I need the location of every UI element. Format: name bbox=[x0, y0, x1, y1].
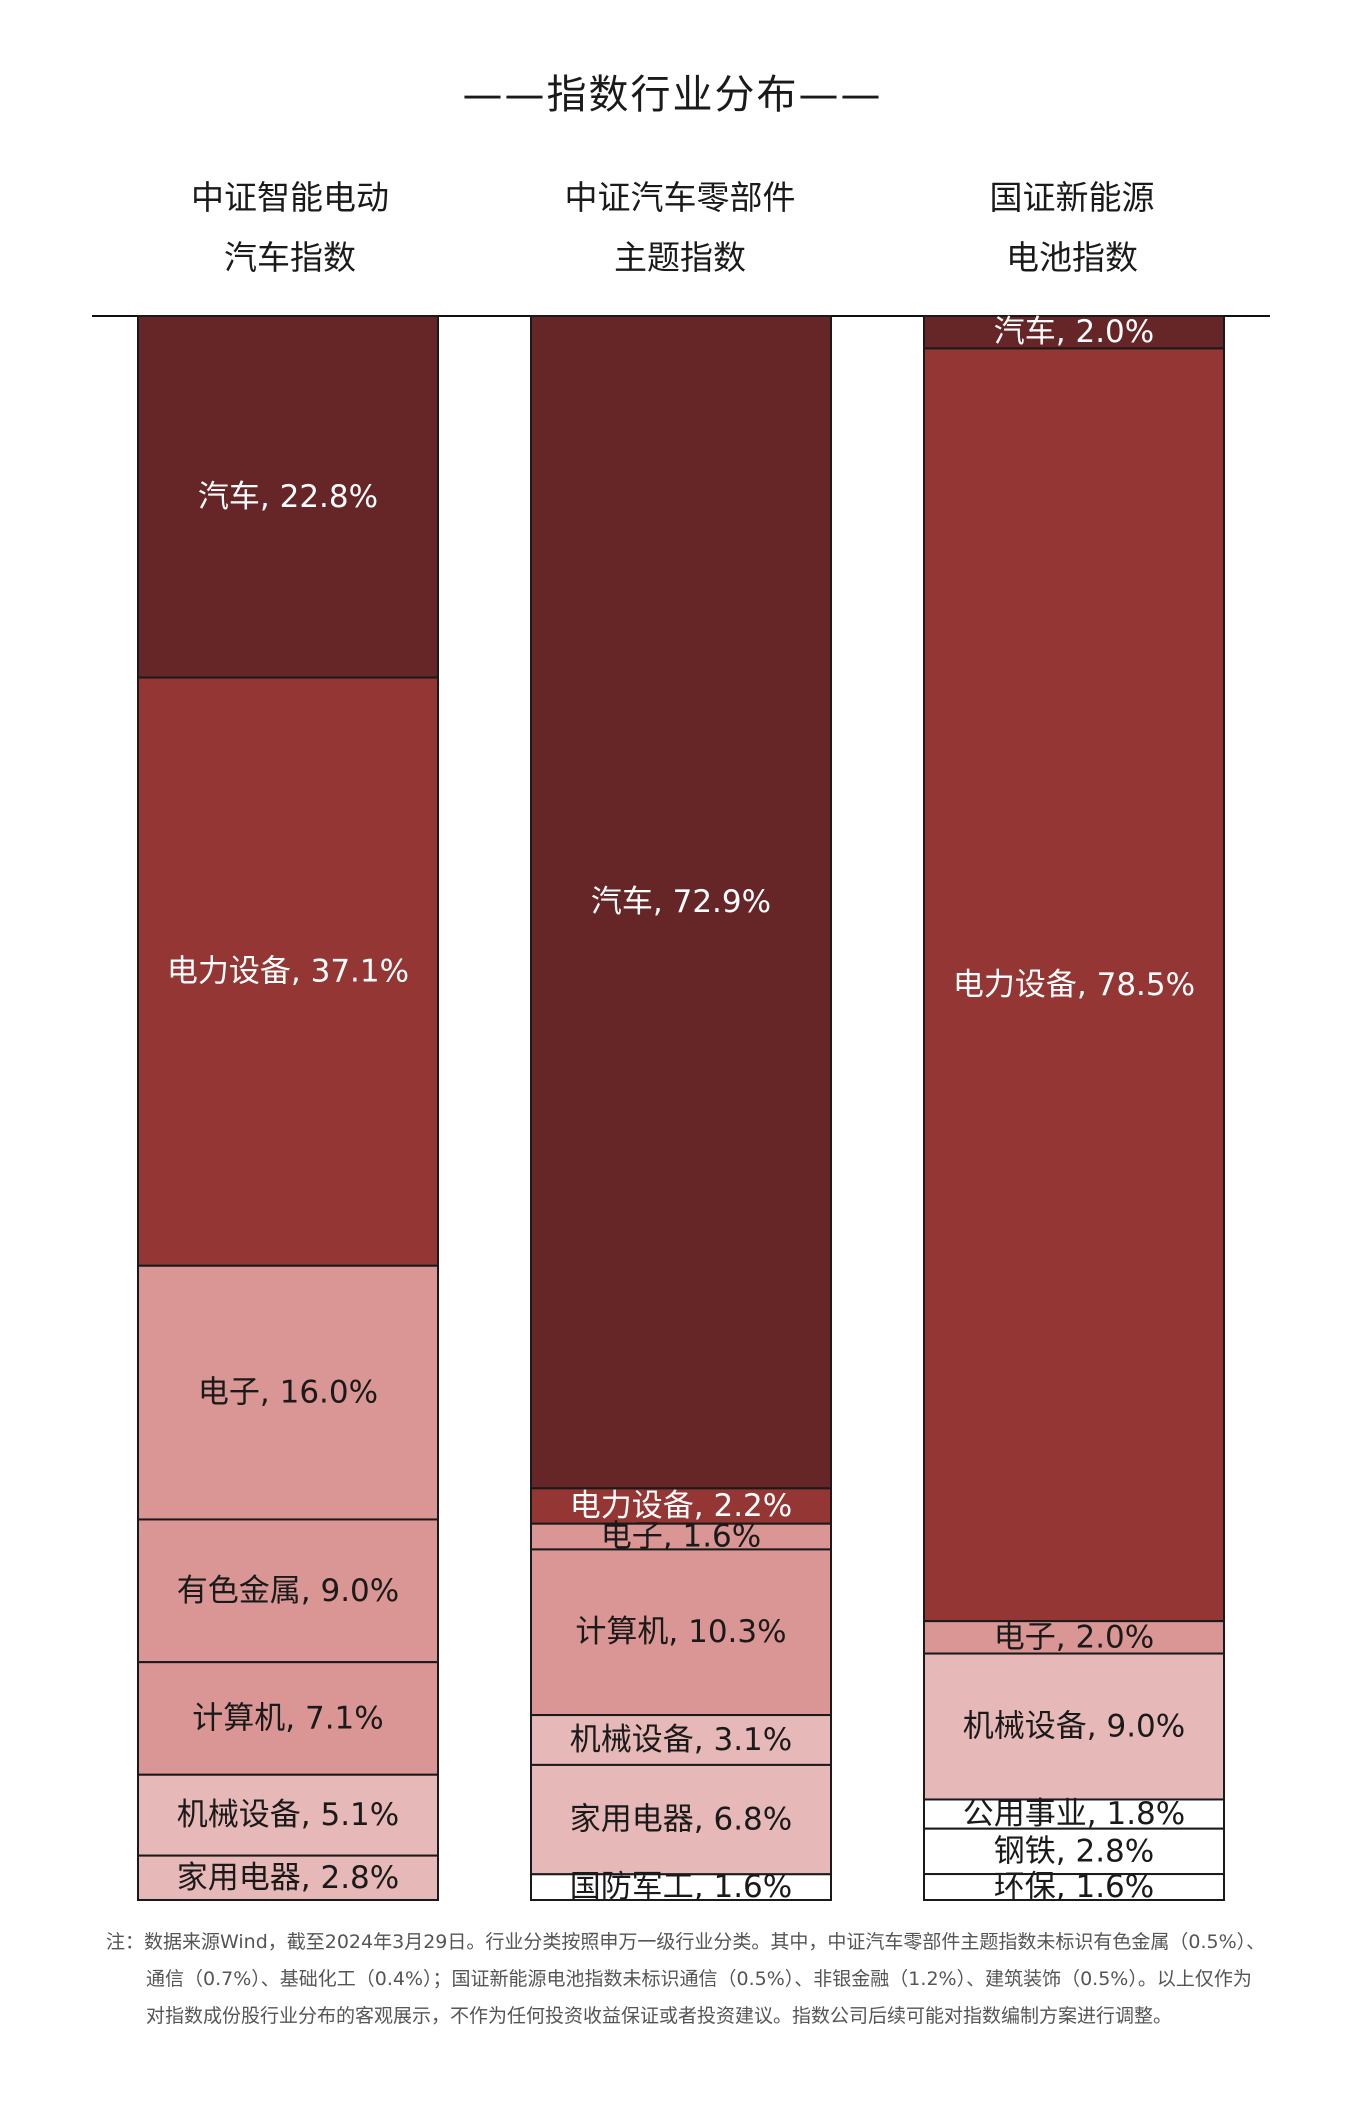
chart-title: ——指数行业分布—— bbox=[462, 72, 883, 118]
bar-1-segment-5 bbox=[137, 1661, 439, 1776]
bar-2-segment-2 bbox=[530, 1487, 832, 1525]
column-header-1-line2: 汽车指数 bbox=[224, 238, 356, 277]
bar-3-segment-7 bbox=[923, 1873, 1225, 1901]
bar-3-segment-4 bbox=[923, 1652, 1225, 1801]
bar-3-segment-5 bbox=[923, 1798, 1225, 1830]
column-header-2-line2: 主题指数 bbox=[614, 238, 746, 277]
bar-2-label-1: 汽车, 72.9% bbox=[591, 884, 771, 920]
bar-3-label-7: 环保, 1.6% bbox=[994, 1869, 1154, 1905]
bar-3-label-5: 公用事业, 1.8% bbox=[963, 1796, 1185, 1832]
bar-3-segment-3 bbox=[923, 1620, 1225, 1655]
bar-2-segment-5 bbox=[530, 1714, 832, 1766]
bar-3-segment-6 bbox=[923, 1827, 1225, 1876]
bar-1-label-7: 家用电器, 2.8% bbox=[177, 1860, 399, 1896]
column-header-1-line1: 中证智能电动 bbox=[191, 178, 389, 217]
bar-2-label-7: 国防军工, 1.6% bbox=[570, 1869, 792, 1905]
bar-1-segment-7 bbox=[137, 1854, 439, 1902]
bar-2-segment-1 bbox=[530, 315, 832, 1490]
footnote-text: 注：数据来源Wind，截至2024年3月29日。行业分类按照申万一级行业分类。其… bbox=[106, 1931, 1266, 2027]
column-header-2-line1: 中证汽车零部件 bbox=[564, 178, 796, 217]
bar-3-label-2: 电力设备, 78.5% bbox=[953, 967, 1195, 1003]
bar-2-label-6: 家用电器, 6.8% bbox=[570, 1802, 792, 1838]
column-header-3-line2: 电池指数 bbox=[1006, 238, 1138, 277]
bar-1-segment-4 bbox=[137, 1518, 439, 1664]
bar-3-label-4: 机械设备, 9.0% bbox=[963, 1709, 1185, 1745]
bar-1-label-4: 有色金属, 9.0% bbox=[177, 1573, 399, 1609]
bar-1-label-1: 汽车, 22.8% bbox=[198, 479, 378, 515]
column-header-3-line1: 国证新能源 bbox=[989, 178, 1155, 217]
bar-1-label-5: 计算机, 7.1% bbox=[192, 1700, 383, 1736]
bar-3-segment-1 bbox=[923, 315, 1225, 350]
bar-2-label-2: 电力设备, 2.2% bbox=[570, 1488, 792, 1524]
column-header-1: 中证智能电动 汽车指数 bbox=[100, 168, 480, 288]
bar-2-label-4: 计算机, 10.3% bbox=[575, 1614, 786, 1650]
column-header-2: 中证汽车零部件 主题指数 bbox=[490, 168, 870, 288]
bar-1-label-3: 电子, 16.0% bbox=[198, 1375, 378, 1411]
bar-3-label-3: 电子, 2.0% bbox=[994, 1619, 1154, 1655]
footnote: 注：数据来源Wind，截至2024年3月29日。行业分类按照申万一级行业分类。其… bbox=[106, 1924, 1266, 2035]
bar-2-segment-4 bbox=[530, 1548, 832, 1717]
stacked-bar-chart: 汽车, 22.8% 电力设备, 37.1% 电子, 16.0% 有色金属, 9.0% 计… bbox=[92, 314, 1270, 1905]
bar-1-label-6: 机械设备, 5.1% bbox=[177, 1797, 399, 1833]
bar-1-segment-3 bbox=[137, 1264, 439, 1521]
bar-1-segment-6 bbox=[137, 1773, 439, 1857]
column-header-3: 国证新能源 电池指数 bbox=[882, 168, 1262, 288]
bar-2-segment-7 bbox=[530, 1873, 832, 1901]
bar-2-label-5: 机械设备, 3.1% bbox=[570, 1722, 792, 1758]
bar-3-label-6: 钢铁, 2.8% bbox=[994, 1833, 1154, 1869]
bar-1-label-2: 电力设备, 37.1% bbox=[167, 954, 409, 990]
bar-3-label-1: 汽车, 2.0% bbox=[994, 314, 1154, 350]
bar-3-segment-2 bbox=[923, 347, 1225, 1623]
